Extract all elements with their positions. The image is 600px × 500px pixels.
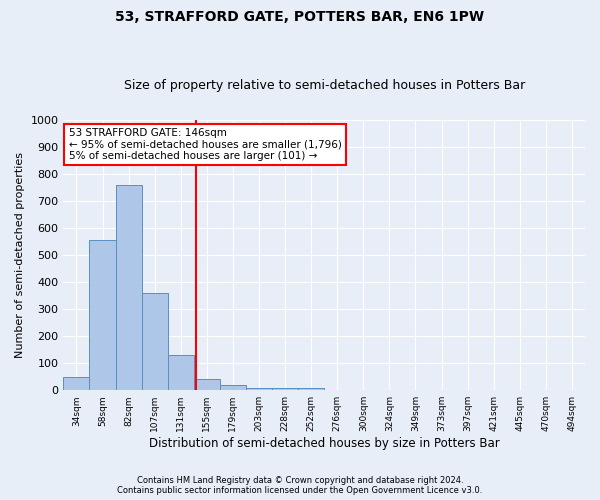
Text: Contains HM Land Registry data © Crown copyright and database right 2024.
Contai: Contains HM Land Registry data © Crown c…	[118, 476, 482, 495]
Bar	[194, 380, 220, 390]
Text: 53 STRAFFORD GATE: 146sqm
← 95% of semi-detached houses are smaller (1,796)
5% o: 53 STRAFFORD GATE: 146sqm ← 95% of semi-…	[68, 128, 341, 161]
Bar	[64, 376, 89, 390]
Bar	[298, 388, 324, 390]
Bar	[246, 388, 272, 390]
Bar	[89, 240, 116, 390]
Bar	[142, 294, 168, 390]
Title: Size of property relative to semi-detached houses in Potters Bar: Size of property relative to semi-detach…	[124, 79, 525, 92]
Bar	[168, 355, 194, 390]
Text: 53, STRAFFORD GATE, POTTERS BAR, EN6 1PW: 53, STRAFFORD GATE, POTTERS BAR, EN6 1PW	[115, 10, 485, 24]
Bar	[116, 184, 142, 390]
Bar	[272, 388, 298, 390]
Bar	[220, 386, 246, 390]
X-axis label: Distribution of semi-detached houses by size in Potters Bar: Distribution of semi-detached houses by …	[149, 437, 500, 450]
Y-axis label: Number of semi-detached properties: Number of semi-detached properties	[15, 152, 25, 358]
